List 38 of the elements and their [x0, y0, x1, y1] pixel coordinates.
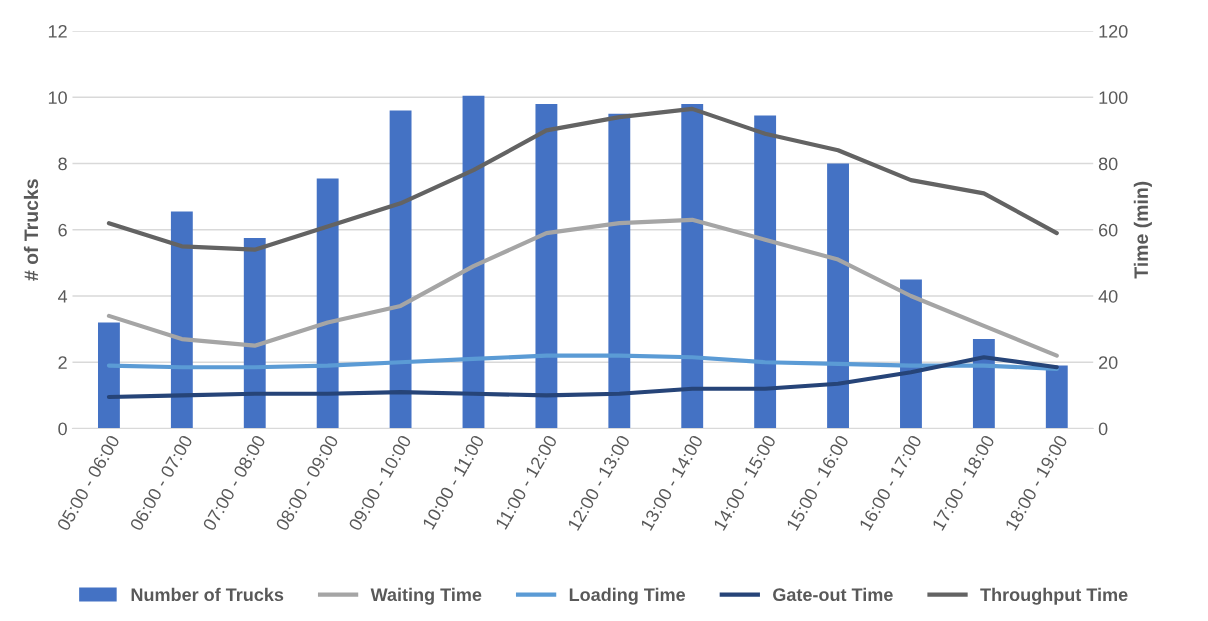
bar	[608, 113, 631, 429]
y2-tick-label: 80	[1098, 157, 1118, 171]
y-tick-label: 10	[48, 91, 67, 105]
bar	[1045, 365, 1068, 429]
y2-axis-title: Time (min)	[1133, 181, 1152, 279]
y2-tick-label: 100	[1099, 91, 1128, 105]
bar	[535, 103, 558, 429]
legend-label: Waiting Time	[370, 587, 482, 605]
bar	[389, 110, 412, 429]
y2-tick-label: 60	[1099, 223, 1118, 237]
y-tick-label: 6	[58, 223, 67, 237]
bar	[681, 103, 704, 429]
bar	[170, 211, 193, 429]
y-tick-label: 2	[58, 356, 67, 369]
bar	[462, 95, 485, 429]
y-tick-label: 12	[48, 24, 67, 38]
y2-tick-label: 40	[1098, 289, 1118, 303]
legend-label: Number of Trucks	[131, 587, 284, 602]
bar	[754, 115, 777, 429]
line-series	[106, 353, 1059, 371]
bar	[243, 238, 266, 429]
y-axis-title: # of Trucks	[23, 179, 39, 281]
y-tick-label: 4	[57, 290, 68, 303]
y2-tick-label: 0	[1098, 422, 1108, 436]
line-series	[106, 106, 1059, 252]
line-series	[106, 217, 1059, 358]
bar	[316, 178, 339, 429]
bar	[972, 339, 995, 429]
y2-tick-label: 120	[1099, 24, 1128, 38]
y-tick-label: 8	[58, 157, 67, 171]
bar	[827, 163, 849, 429]
y-tick-label: 0	[58, 422, 67, 436]
legend-label: Throughput Time	[980, 587, 1128, 605]
legend-label: Gate-out Time	[773, 587, 893, 602]
bar	[98, 322, 120, 429]
legend-label: Loading Time	[569, 587, 686, 605]
y2-tick-label: 20	[1099, 356, 1118, 369]
line-series	[106, 355, 1059, 400]
